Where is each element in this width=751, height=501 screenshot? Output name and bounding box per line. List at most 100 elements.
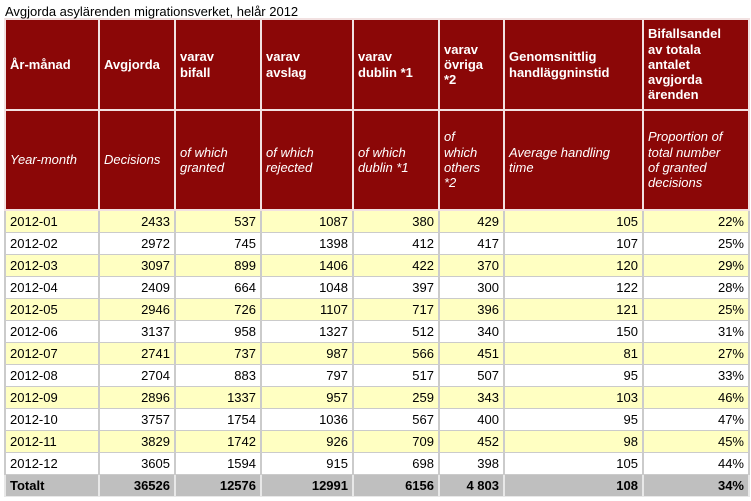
data-cell: 1036 (260, 407, 354, 431)
table-row: 2012-07 2741 737 987 566 451 81 27% (4, 341, 750, 365)
data-cell: 370 (438, 253, 505, 277)
table-row: 2012-08 2704 883 797 517 507 95 33% (4, 363, 750, 387)
header-year-month-en: Year-month (4, 109, 100, 211)
data-cell: 122 (503, 275, 644, 299)
data-cell: 517 (352, 363, 440, 387)
total-decisions: 36526 (98, 473, 176, 497)
data-cell: 2896 (98, 385, 176, 409)
data-cell: 95 (503, 407, 644, 431)
row-label: 2012-02 (4, 231, 100, 255)
data-cell: 98 (503, 429, 644, 453)
data-cell: 31% (642, 319, 750, 343)
data-cell: 107 (503, 231, 644, 255)
data-cell: 25% (642, 297, 750, 321)
data-cell: 451 (438, 341, 505, 365)
table-row: 2012-10 3757 1754 1036 567 400 95 47% (4, 407, 750, 431)
header-granted-en: of which granted (174, 109, 262, 211)
table-row: 2012-03 3097 899 1406 422 370 120 29% (4, 253, 750, 277)
data-cell: 1742 (174, 429, 262, 453)
data-cell: 46% (642, 385, 750, 409)
data-cell: 400 (438, 407, 505, 431)
header-rejected-en: of which rejected (260, 109, 354, 211)
data-cell: 745 (174, 231, 262, 255)
data-cell: 47% (642, 407, 750, 431)
data-cell: 95 (503, 363, 644, 387)
table-row: 2012-09 2896 1337 957 259 343 103 46% (4, 385, 750, 409)
data-cell: 45% (642, 429, 750, 453)
data-cell: 698 (352, 451, 440, 475)
data-cell: 1327 (260, 319, 354, 343)
data-cell: 105 (503, 451, 644, 475)
data-cell: 397 (352, 275, 440, 299)
data-cell: 709 (352, 429, 440, 453)
data-cell: 33% (642, 363, 750, 387)
data-cell: 28% (642, 275, 750, 299)
data-cell: 2946 (98, 297, 176, 321)
data-cell: 398 (438, 451, 505, 475)
data-cell: 340 (438, 319, 505, 343)
total-dublin: 6156 (352, 473, 440, 497)
data-cell: 1406 (260, 253, 354, 277)
header-decisions-en: Decisions (98, 109, 176, 211)
row-label: 2012-05 (4, 297, 100, 321)
data-cell: 507 (438, 363, 505, 387)
data-cell: 537 (174, 209, 262, 233)
data-cell: 103 (503, 385, 644, 409)
header-proportion-en: Proportion of total number of granted de… (642, 109, 750, 211)
data-cell: 27% (642, 341, 750, 365)
table-footer: Totalt 36526 12576 12991 6156 4 803 108 … (4, 473, 750, 497)
table-body: 2012-01 2433 537 1087 380 429 105 22% 2012-02 297… (4, 209, 750, 475)
asylum-decisions-table: År-månad Avgjorda varav bifall varav avs… (4, 18, 750, 497)
data-cell: 120 (503, 253, 644, 277)
header-handling-time-sv: Genomsnittlig handläggninstid (503, 18, 644, 111)
data-cell: 915 (260, 451, 354, 475)
data-cell: 1754 (174, 407, 262, 431)
row-label: 2012-04 (4, 275, 100, 299)
data-cell: 150 (503, 319, 644, 343)
data-cell: 737 (174, 341, 262, 365)
data-cell: 726 (174, 297, 262, 321)
data-cell: 3097 (98, 253, 176, 277)
row-label: 2012-01 (4, 209, 100, 233)
header-dublin-sv: varav dublin *1 (352, 18, 440, 111)
data-cell: 3829 (98, 429, 176, 453)
data-cell: 412 (352, 231, 440, 255)
data-cell: 452 (438, 429, 505, 453)
data-cell: 417 (438, 231, 505, 255)
data-cell: 512 (352, 319, 440, 343)
data-cell: 2704 (98, 363, 176, 387)
data-cell: 380 (352, 209, 440, 233)
data-cell: 3605 (98, 451, 176, 475)
data-cell: 2433 (98, 209, 176, 233)
data-cell: 422 (352, 253, 440, 277)
table-row: 2012-02 2972 745 1398 412 417 107 25% (4, 231, 750, 255)
data-cell: 899 (174, 253, 262, 277)
total-rejected: 12991 (260, 473, 354, 497)
header-rejected-sv: varav avslag (260, 18, 354, 111)
header-dublin-en: of which dublin *1 (352, 109, 440, 211)
page-title: Avgjorda asylärenden migrationsverket, h… (5, 4, 299, 19)
header-others-sv: varav övriga *2 (438, 18, 505, 111)
data-cell: 259 (352, 385, 440, 409)
data-cell: 2741 (98, 341, 176, 365)
total-row: Totalt 36526 12576 12991 6156 4 803 108 … (4, 473, 750, 497)
data-cell: 987 (260, 341, 354, 365)
data-cell: 300 (438, 275, 505, 299)
table-row: 2012-12 3605 1594 915 698 398 105 44% (4, 451, 750, 475)
row-label: 2012-11 (4, 429, 100, 453)
header-granted-sv: varav bifall (174, 18, 262, 111)
data-cell: 22% (642, 209, 750, 233)
row-label: 2012-10 (4, 407, 100, 431)
table-row: 2012-01 2433 537 1087 380 429 105 22% (4, 209, 750, 233)
data-cell: 81 (503, 341, 644, 365)
header-others-en: of which others *2 (438, 109, 505, 211)
header-proportion-sv: Bifallsandel av totala antalet avgjorda … (642, 18, 750, 111)
table-header: År-månad Avgjorda varav bifall varav avs… (4, 18, 750, 211)
row-label: 2012-03 (4, 253, 100, 277)
data-cell: 121 (503, 297, 644, 321)
total-proportion: 34% (642, 473, 750, 497)
data-cell: 3757 (98, 407, 176, 431)
data-cell: 1048 (260, 275, 354, 299)
data-cell: 2972 (98, 231, 176, 255)
data-cell: 883 (174, 363, 262, 387)
